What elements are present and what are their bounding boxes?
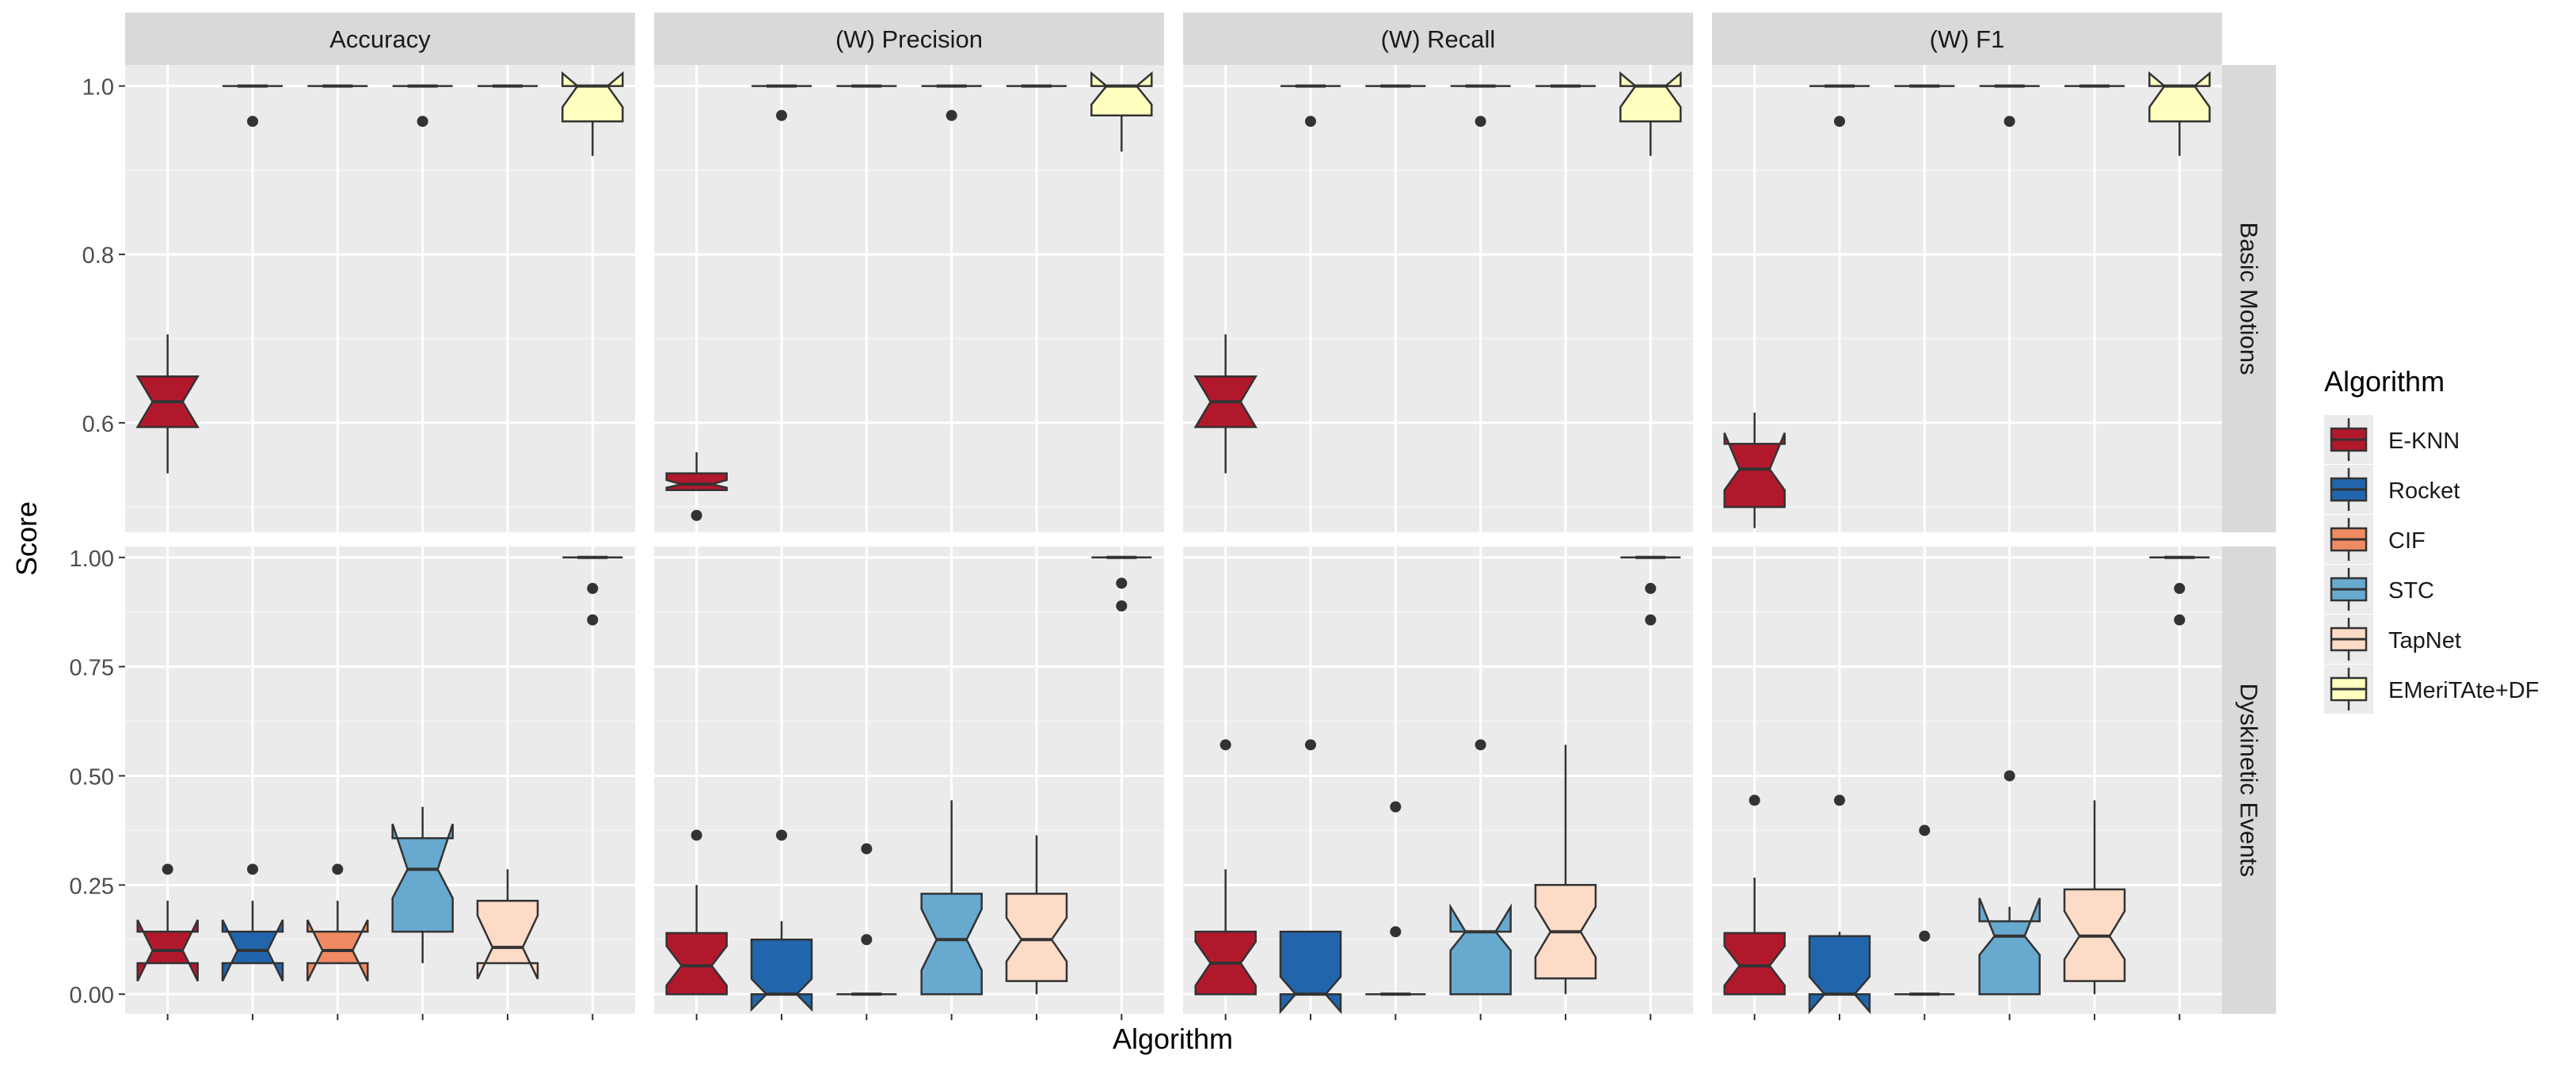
legend: Algorithm E-KNN Rocket CIF STC TapNet EMeriTAt… bbox=[2324, 365, 2539, 714]
facet-strip-label: (W) F1 bbox=[1930, 25, 2005, 53]
panel-background bbox=[1712, 65, 2222, 532]
outlier-point bbox=[247, 863, 258, 874]
outlier-point bbox=[1919, 825, 1930, 836]
x-axis-title: Algorithm bbox=[1113, 1023, 1233, 1055]
y-tick-label: 0.75 bbox=[70, 656, 114, 681]
panel-background bbox=[654, 65, 1164, 532]
legend-label: EMeriTAte+DF bbox=[2388, 678, 2539, 703]
outlier-point bbox=[1475, 116, 1486, 127]
outlier-point bbox=[2004, 770, 2015, 781]
panel-background bbox=[1712, 547, 2222, 1014]
panel-dyskinetic-events-accuracy bbox=[125, 547, 635, 1014]
outlier-point bbox=[332, 863, 343, 874]
outlier-point bbox=[1116, 600, 1127, 611]
panel-basic-motions-w-recall bbox=[1183, 65, 1693, 532]
panel-background bbox=[125, 65, 635, 532]
outlier-point bbox=[1305, 116, 1316, 127]
legend-label: TapNet bbox=[2388, 628, 2461, 653]
panel-background bbox=[1183, 547, 1693, 1014]
outlier-point bbox=[1475, 739, 1486, 750]
legend-item-e-knn: E-KNN bbox=[2324, 415, 2460, 464]
facet-strip-label: (W) Precision bbox=[835, 25, 983, 53]
legend-item-cif: CIF bbox=[2324, 515, 2426, 564]
y-tick-label: 0.8 bbox=[82, 243, 114, 269]
outlier-point bbox=[776, 829, 787, 840]
outlier-point bbox=[587, 583, 598, 594]
outlier-point bbox=[2004, 116, 2015, 127]
y-tick-label: 0.6 bbox=[82, 412, 114, 437]
y-tick-label: 0.25 bbox=[70, 874, 114, 899]
outlier-point bbox=[162, 863, 173, 874]
outlier-point bbox=[587, 615, 598, 626]
legend-label: Rocket bbox=[2388, 478, 2460, 504]
row-strip-label: Dyskinetic Events bbox=[2235, 684, 2263, 878]
legend-title: Algorithm bbox=[2324, 365, 2445, 398]
panel-basic-motions-w-precision bbox=[654, 65, 1164, 532]
panel-dyskinetic-events-w-precision bbox=[654, 547, 1164, 1014]
outlier-point bbox=[1919, 931, 1930, 942]
outlier-point bbox=[417, 116, 428, 127]
outlier-point bbox=[2174, 583, 2185, 594]
outlier-point bbox=[1645, 615, 1656, 626]
outlier-point bbox=[1749, 794, 1760, 806]
panel-background bbox=[654, 547, 1164, 1014]
legend-label: E-KNN bbox=[2388, 429, 2460, 454]
outlier-point bbox=[1305, 739, 1316, 750]
outlier-point bbox=[1834, 116, 1845, 127]
y-axis-title: Score bbox=[10, 501, 43, 576]
outlier-point bbox=[1390, 802, 1401, 813]
outlier-point bbox=[861, 934, 872, 945]
facet-strip-label: Accuracy bbox=[329, 25, 431, 53]
legend-label: STC bbox=[2388, 578, 2434, 604]
box-body bbox=[667, 474, 727, 490]
panel-background bbox=[125, 547, 635, 1014]
y-tick-label: 0.50 bbox=[70, 764, 114, 790]
outlier-point bbox=[1390, 926, 1401, 937]
row-strip-label: Basic Motions bbox=[2235, 223, 2263, 375]
panel-background bbox=[1183, 65, 1693, 532]
panel-basic-motions-w-f1 bbox=[1712, 65, 2222, 532]
y-tick-label: 0.00 bbox=[70, 983, 114, 1008]
legend-item-emeritate-df: EMeriTAte+DF bbox=[2324, 665, 2539, 714]
facet-strip-label: (W) Recall bbox=[1381, 25, 1496, 53]
legend-item-tapnet: TapNet bbox=[2324, 615, 2461, 664]
outlier-point bbox=[691, 510, 702, 521]
outlier-point bbox=[946, 110, 957, 121]
outlier-point bbox=[1834, 794, 1845, 806]
outlier-point bbox=[1220, 739, 1231, 750]
y-tick-label: 1.0 bbox=[82, 75, 114, 101]
legend-item-stc: STC bbox=[2324, 565, 2434, 614]
panel-basic-motions-accuracy bbox=[125, 65, 635, 532]
y-tick-label: 1.00 bbox=[70, 547, 114, 572]
legend-label: CIF bbox=[2388, 528, 2426, 554]
legend-item-rocket: Rocket bbox=[2324, 465, 2460, 514]
panel-dyskinetic-events-w-f1 bbox=[1712, 547, 2222, 1014]
outlier-point bbox=[2174, 615, 2185, 626]
outlier-point bbox=[776, 110, 787, 121]
outlier-point bbox=[247, 116, 258, 127]
outlier-point bbox=[1645, 583, 1656, 594]
outlier-point bbox=[1116, 577, 1127, 589]
outlier-point bbox=[861, 844, 872, 855]
panel-dyskinetic-events-w-recall bbox=[1183, 547, 1693, 1014]
outlier-point bbox=[691, 829, 702, 840]
